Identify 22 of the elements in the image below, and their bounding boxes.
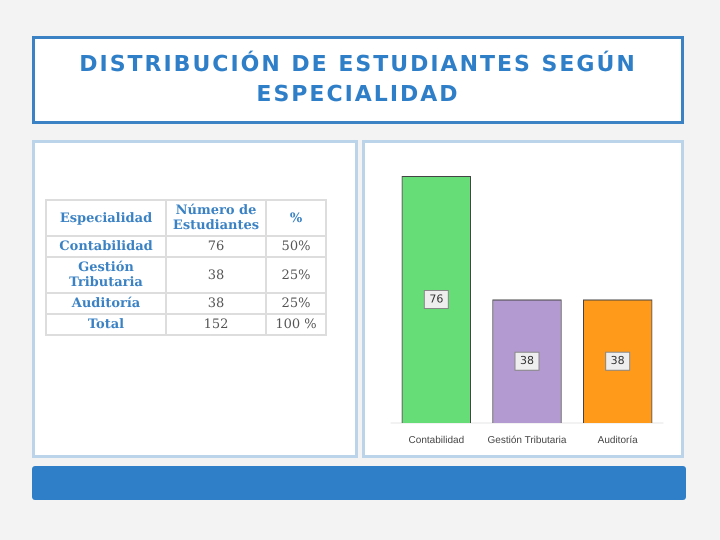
chart-title: DISTRIBUCIÓN DE ESTUDIANTES SEGÚN ESPECIALIDAD: [32, 36, 684, 124]
x-tick-label: Auditoría: [598, 434, 638, 446]
text: 76: [166, 236, 266, 257]
x-tick-label: Contabilidad: [408, 434, 464, 446]
text: 152: [166, 314, 266, 335]
text: 25%: [266, 257, 326, 293]
data-label: 76: [429, 292, 444, 306]
text: Total: [46, 314, 166, 335]
category-label: Contabilidad: [59, 239, 153, 254]
text: %: [266, 200, 326, 236]
text: 100 %: [266, 314, 326, 335]
category-label: Gestión Tributaria: [69, 260, 143, 290]
data-label: 38: [610, 354, 625, 368]
text: 38: [166, 293, 266, 314]
x-tick-label: Gestión Tributaria: [488, 434, 567, 446]
text: Especialidad: [46, 200, 166, 236]
category-label: Auditoría: [72, 296, 140, 311]
text: 50%: [266, 236, 326, 257]
text: 25%: [266, 293, 326, 314]
text: 38: [166, 257, 266, 293]
data-label: 38: [520, 354, 534, 368]
text: Número de Estudiantes: [166, 200, 266, 236]
